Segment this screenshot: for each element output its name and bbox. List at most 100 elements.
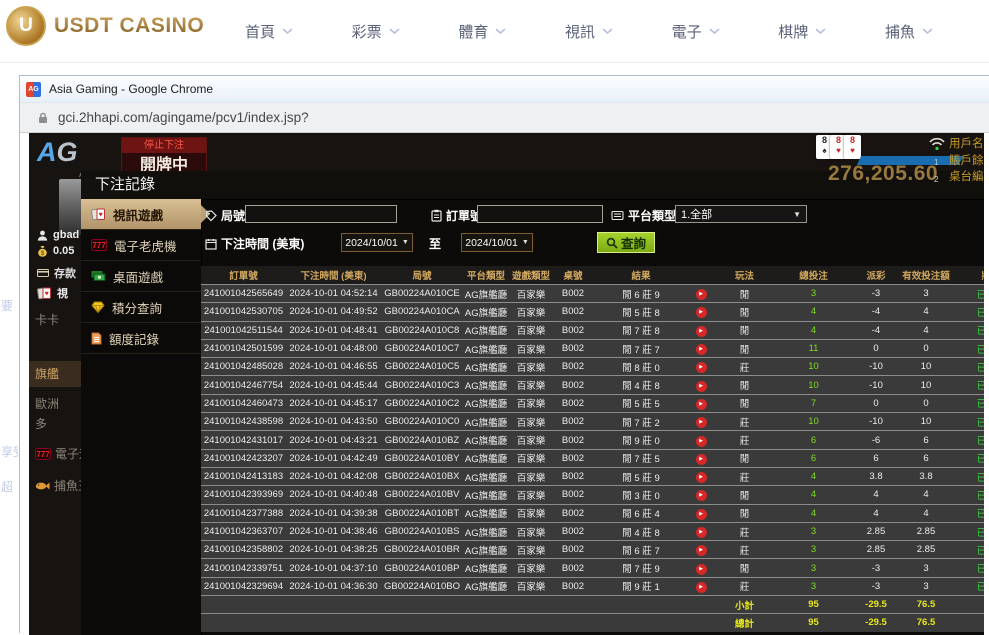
- play-video-button[interactable]: ▶: [695, 490, 707, 502]
- table-cell: 已派彩: [976, 436, 984, 448]
- table-cell: 百家樂: [516, 545, 546, 557]
- play-video-button[interactable]: ▶: [695, 289, 707, 301]
- table-row: 241001042501599 2024-10-01 04:48:00 GB0022…: [201, 338, 984, 358]
- table-cell: ▶: [689, 562, 713, 575]
- nav-item-視訊[interactable]: 視訊: [565, 21, 613, 42]
- play-video-button[interactable]: ▶: [695, 581, 707, 593]
- nav-item-電子[interactable]: 電子: [672, 21, 720, 42]
- menu-item-label: 桌面遊戲: [113, 270, 164, 285]
- url-bar[interactable]: gci.2hhapi.com/agingame/pcv1/index.jsp?: [20, 103, 989, 133]
- table-cell: 241001042438598: [203, 416, 284, 428]
- play-video-button[interactable]: ▶: [695, 527, 707, 538]
- table-cell: ▶: [689, 305, 713, 319]
- order-number-label: 訂單號: [431, 207, 482, 224]
- table-cell: 0: [873, 397, 879, 409]
- play-video-button[interactable]: ▶: [695, 545, 707, 557]
- date-to-select[interactable]: 2024/10/01 ▼: [461, 233, 533, 252]
- column-header: 玩法: [734, 271, 754, 282]
- search-button[interactable]: 查詢: [597, 232, 655, 253]
- table-cell: 241001042530705: [203, 306, 284, 318]
- table-cell: 241001042467754: [203, 379, 284, 391]
- lobby-item-電子遊[interactable]: 777 電子遊: [35, 445, 81, 462]
- lobby-item-歐洲[interactable]: 歐洲: [35, 395, 81, 412]
- date-from-select[interactable]: 2024/10/01 ▼: [341, 233, 413, 252]
- table-cell: 4: [923, 489, 929, 501]
- table-cell: 241001042377388: [203, 507, 284, 519]
- table-cell: 百家樂: [516, 454, 546, 466]
- table-cell: 閒 5 莊 8: [622, 307, 660, 319]
- deposit-button[interactable]: 存款: [37, 265, 76, 281]
- table-cell: 小計: [734, 600, 754, 612]
- table-cell: 已派彩: [976, 490, 984, 502]
- play-video-button[interactable]: ▶: [695, 307, 707, 319]
- table-cell: 2024-10-01 04:36:30: [289, 580, 378, 592]
- video-tab[interactable]: ♥ 視: [37, 285, 68, 301]
- platform-type-select[interactable]: 1.全部 ▼: [675, 205, 807, 223]
- column-header: 派彩: [866, 271, 886, 282]
- column-header: 遊戲類型: [511, 271, 550, 282]
- table-cell: 2024-10-01 04:42:08: [289, 471, 378, 483]
- nav-item-彩票[interactable]: 彩票: [352, 21, 400, 42]
- nav-item-棋牌[interactable]: 棋牌: [778, 21, 826, 42]
- modal-menu-item-視訊遊戲[interactable]: ♥ 視訊遊戲: [81, 199, 210, 230]
- table-cell: 閒: [739, 344, 750, 356]
- lobby-item-捕魚王[interactable]: 捕魚王: [35, 477, 81, 494]
- ag-favicon-icon: AG: [26, 81, 41, 97]
- table-cell: 4: [810, 471, 817, 483]
- table-cell: 10: [920, 416, 932, 428]
- modal-menu-item-桌面遊戲[interactable]: 桌面遊戲: [81, 261, 201, 292]
- table-cell: 4: [873, 489, 879, 501]
- play-video-button[interactable]: ▶: [695, 362, 707, 374]
- play-video-button[interactable]: ▶: [695, 344, 707, 356]
- play-video-button[interactable]: ▶: [695, 325, 707, 337]
- modal-menu-item-電子老虎機[interactable]: 777 電子老虎機: [81, 230, 201, 261]
- table-cell: ▶: [689, 580, 713, 593]
- table-cell: AG旗艦廳: [464, 289, 508, 301]
- table-cell: GB00224A010BX: [384, 471, 460, 483]
- table-cell: 241001042511544: [204, 324, 283, 336]
- nav-item-捕魚[interactable]: 捕魚: [885, 21, 933, 42]
- column-header: 平台類型: [466, 271, 505, 282]
- order-number-input[interactable]: [477, 205, 603, 223]
- table-cell: 3: [810, 288, 817, 300]
- table-row: 241001042377388 2024-10-01 04:39:38 GB0022…: [201, 503, 984, 522]
- table-cell: 2024-10-01 04:48:41: [289, 324, 378, 336]
- table-cell: 0: [923, 397, 929, 409]
- modal-menu-item-額度記錄[interactable]: 額度記錄: [81, 323, 201, 354]
- window-titlebar[interactable]: AG Asia Gaming - Google Chrome: [20, 76, 989, 103]
- table-cell: -29.5: [865, 599, 887, 611]
- table-cell: 4: [810, 489, 817, 501]
- table-cell: B002: [561, 306, 585, 318]
- table-row: 241001042358802 2024-10-01 04:38:25 GB0022…: [201, 540, 984, 559]
- table-cell: 4: [810, 507, 817, 519]
- table-row: 241001042530705 2024-10-01 04:49:52 GB0022…: [201, 302, 984, 321]
- round-number-input[interactable]: [245, 205, 397, 223]
- play-video-button[interactable]: ▶: [695, 508, 707, 520]
- modal-menu-item-積分查詢[interactable]: 積分查詢: [81, 292, 201, 323]
- table-cell: ▶: [689, 488, 713, 502]
- table-cell: 2024-10-01 04:49:52: [289, 306, 378, 318]
- brand-logo[interactable]: U USDT CASINO: [6, 6, 204, 46]
- play-video-button[interactable]: ▶: [695, 563, 707, 575]
- table-cell: ▶: [689, 525, 713, 538]
- nav-item-體育[interactable]: 體育: [458, 21, 506, 42]
- lobby-item-卡卡[interactable]: 卡卡: [35, 311, 81, 328]
- lobby-item-旗艦[interactable]: 旗艦: [35, 365, 81, 382]
- table-cell: AG旗艦廳: [464, 527, 508, 539]
- table-cell: GB00224A010CE: [384, 288, 460, 300]
- play-video-button[interactable]: ▶: [695, 453, 707, 465]
- table-cell: -3: [871, 562, 881, 574]
- nav-item-首頁[interactable]: 首頁: [245, 21, 293, 42]
- table-cell: 241001042460473: [203, 397, 284, 409]
- lobby-item-多[interactable]: 多: [35, 415, 81, 432]
- play-video-button[interactable]: ▶: [695, 472, 707, 484]
- table-cell: AG旗艦廳: [464, 307, 508, 319]
- play-video-button[interactable]: ▶: [695, 380, 707, 392]
- play-video-button[interactable]: ▶: [695, 417, 707, 429]
- play-video-button[interactable]: ▶: [695, 398, 707, 410]
- nav-item-label: 電子: [671, 23, 702, 41]
- table-cell: 莊: [739, 417, 750, 429]
- play-video-button[interactable]: ▶: [695, 435, 707, 447]
- table-cell: AG旗艦廳: [464, 490, 508, 502]
